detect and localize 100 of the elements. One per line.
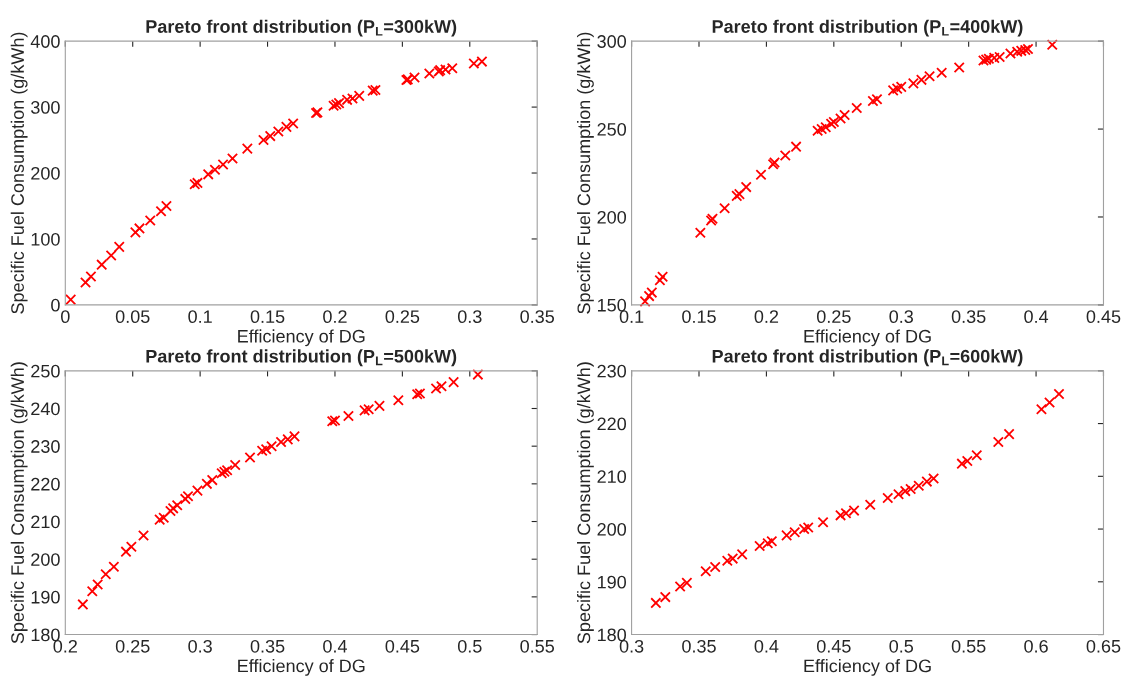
point (766, 535, 778, 547)
point (241, 143, 253, 155)
point (257, 134, 270, 146)
point (125, 541, 137, 553)
point (244, 451, 256, 464)
point (867, 95, 879, 107)
point (100, 568, 112, 580)
y-tick-label: 250 (31, 364, 60, 378)
point (956, 458, 968, 470)
x-tick-label: 0.35 (951, 310, 986, 324)
point (1053, 388, 1065, 400)
point (802, 521, 814, 534)
point (871, 93, 883, 105)
point (359, 404, 371, 416)
x-tick-label: 0.15 (682, 310, 716, 324)
point (779, 149, 791, 162)
point (133, 222, 146, 234)
point (280, 121, 292, 133)
y-tick-label: 180 (31, 628, 60, 642)
point (108, 561, 120, 573)
x-tick-label: 0.55 (951, 639, 986, 653)
y-tick-label: 200 (597, 522, 627, 536)
y-tick-label: 180 (597, 628, 627, 642)
x-tick-label: 0.3 (188, 639, 212, 653)
x-tick-label: 0.5 (889, 639, 914, 653)
x-axis-title: Efficiency of DG (238, 329, 365, 347)
y-tick-label: 230 (31, 440, 60, 453)
y-axis-title: Specific Fuel Consumption (g/kWh) (576, 32, 594, 314)
point (272, 125, 284, 138)
point (435, 380, 448, 392)
point (727, 553, 739, 565)
point (342, 410, 355, 422)
x-tick-label: 0.05 (115, 310, 150, 324)
x-tick-label: 0.3 (619, 639, 644, 653)
point (971, 449, 983, 461)
point (202, 168, 214, 180)
point (144, 214, 156, 227)
x-tick-label: 0.4 (754, 639, 779, 653)
point (137, 529, 150, 542)
point (96, 259, 108, 271)
x-axis-title: Efficiency of DG (238, 659, 365, 676)
point (851, 102, 863, 114)
y-axis-title: Specific Fuel Consumption (g/kWh) (10, 32, 28, 314)
point (260, 443, 272, 455)
point (287, 118, 299, 130)
point (928, 472, 940, 484)
y-tick-label: 190 (597, 575, 627, 589)
point (86, 585, 98, 597)
y-tick-label: 200 (597, 210, 627, 224)
point (953, 61, 965, 74)
x-tick-label: 0.4 (1024, 310, 1049, 324)
point (154, 514, 166, 526)
x-tick-label: 0.3 (457, 310, 482, 324)
chart-title: Pareto front distribution (P$_{L}$=400kW) (712, 19, 1023, 37)
y-tick-label: 240 (31, 402, 60, 416)
point (839, 109, 851, 121)
y-tick-label: 210 (31, 515, 60, 529)
x-tick-label: 0.45 (816, 639, 851, 653)
point (160, 200, 172, 212)
point (835, 112, 847, 125)
point (816, 123, 828, 135)
x-tick-label: 0.55 (520, 639, 555, 653)
point (736, 548, 748, 560)
point (226, 152, 239, 165)
y-tick-label: 300 (597, 35, 627, 48)
x-tick-label: 0.2 (754, 310, 779, 324)
point (899, 485, 911, 497)
chart-title: Pareto front distribution (P$_{L}$=300kW) (146, 19, 457, 37)
point (206, 474, 218, 486)
y-tick-label: 220 (31, 477, 60, 491)
point (961, 455, 973, 467)
point (120, 546, 132, 558)
point (217, 158, 229, 171)
point (85, 270, 97, 283)
point (209, 164, 221, 176)
point (659, 591, 671, 603)
point (392, 394, 404, 406)
point (936, 67, 948, 79)
point (1043, 396, 1056, 409)
y-tick-label: 100 (31, 232, 60, 246)
point (266, 440, 278, 452)
x-tick-label: 0.65 (1086, 639, 1121, 653)
point (709, 561, 721, 573)
point (472, 369, 484, 381)
x-axis-title: Efficiency of DG (804, 329, 931, 347)
point (1003, 428, 1015, 440)
point (92, 578, 104, 591)
point (79, 276, 92, 289)
point (288, 430, 301, 442)
x-tick-label: 0.5 (457, 639, 482, 653)
point (921, 476, 933, 488)
point (992, 436, 1004, 448)
point (229, 459, 241, 471)
point (892, 488, 905, 500)
point (155, 205, 167, 217)
y-tick-label: 300 (31, 101, 60, 114)
point (817, 516, 829, 528)
point (755, 169, 767, 181)
y-tick-label: 200 (31, 166, 60, 180)
point (891, 83, 903, 95)
